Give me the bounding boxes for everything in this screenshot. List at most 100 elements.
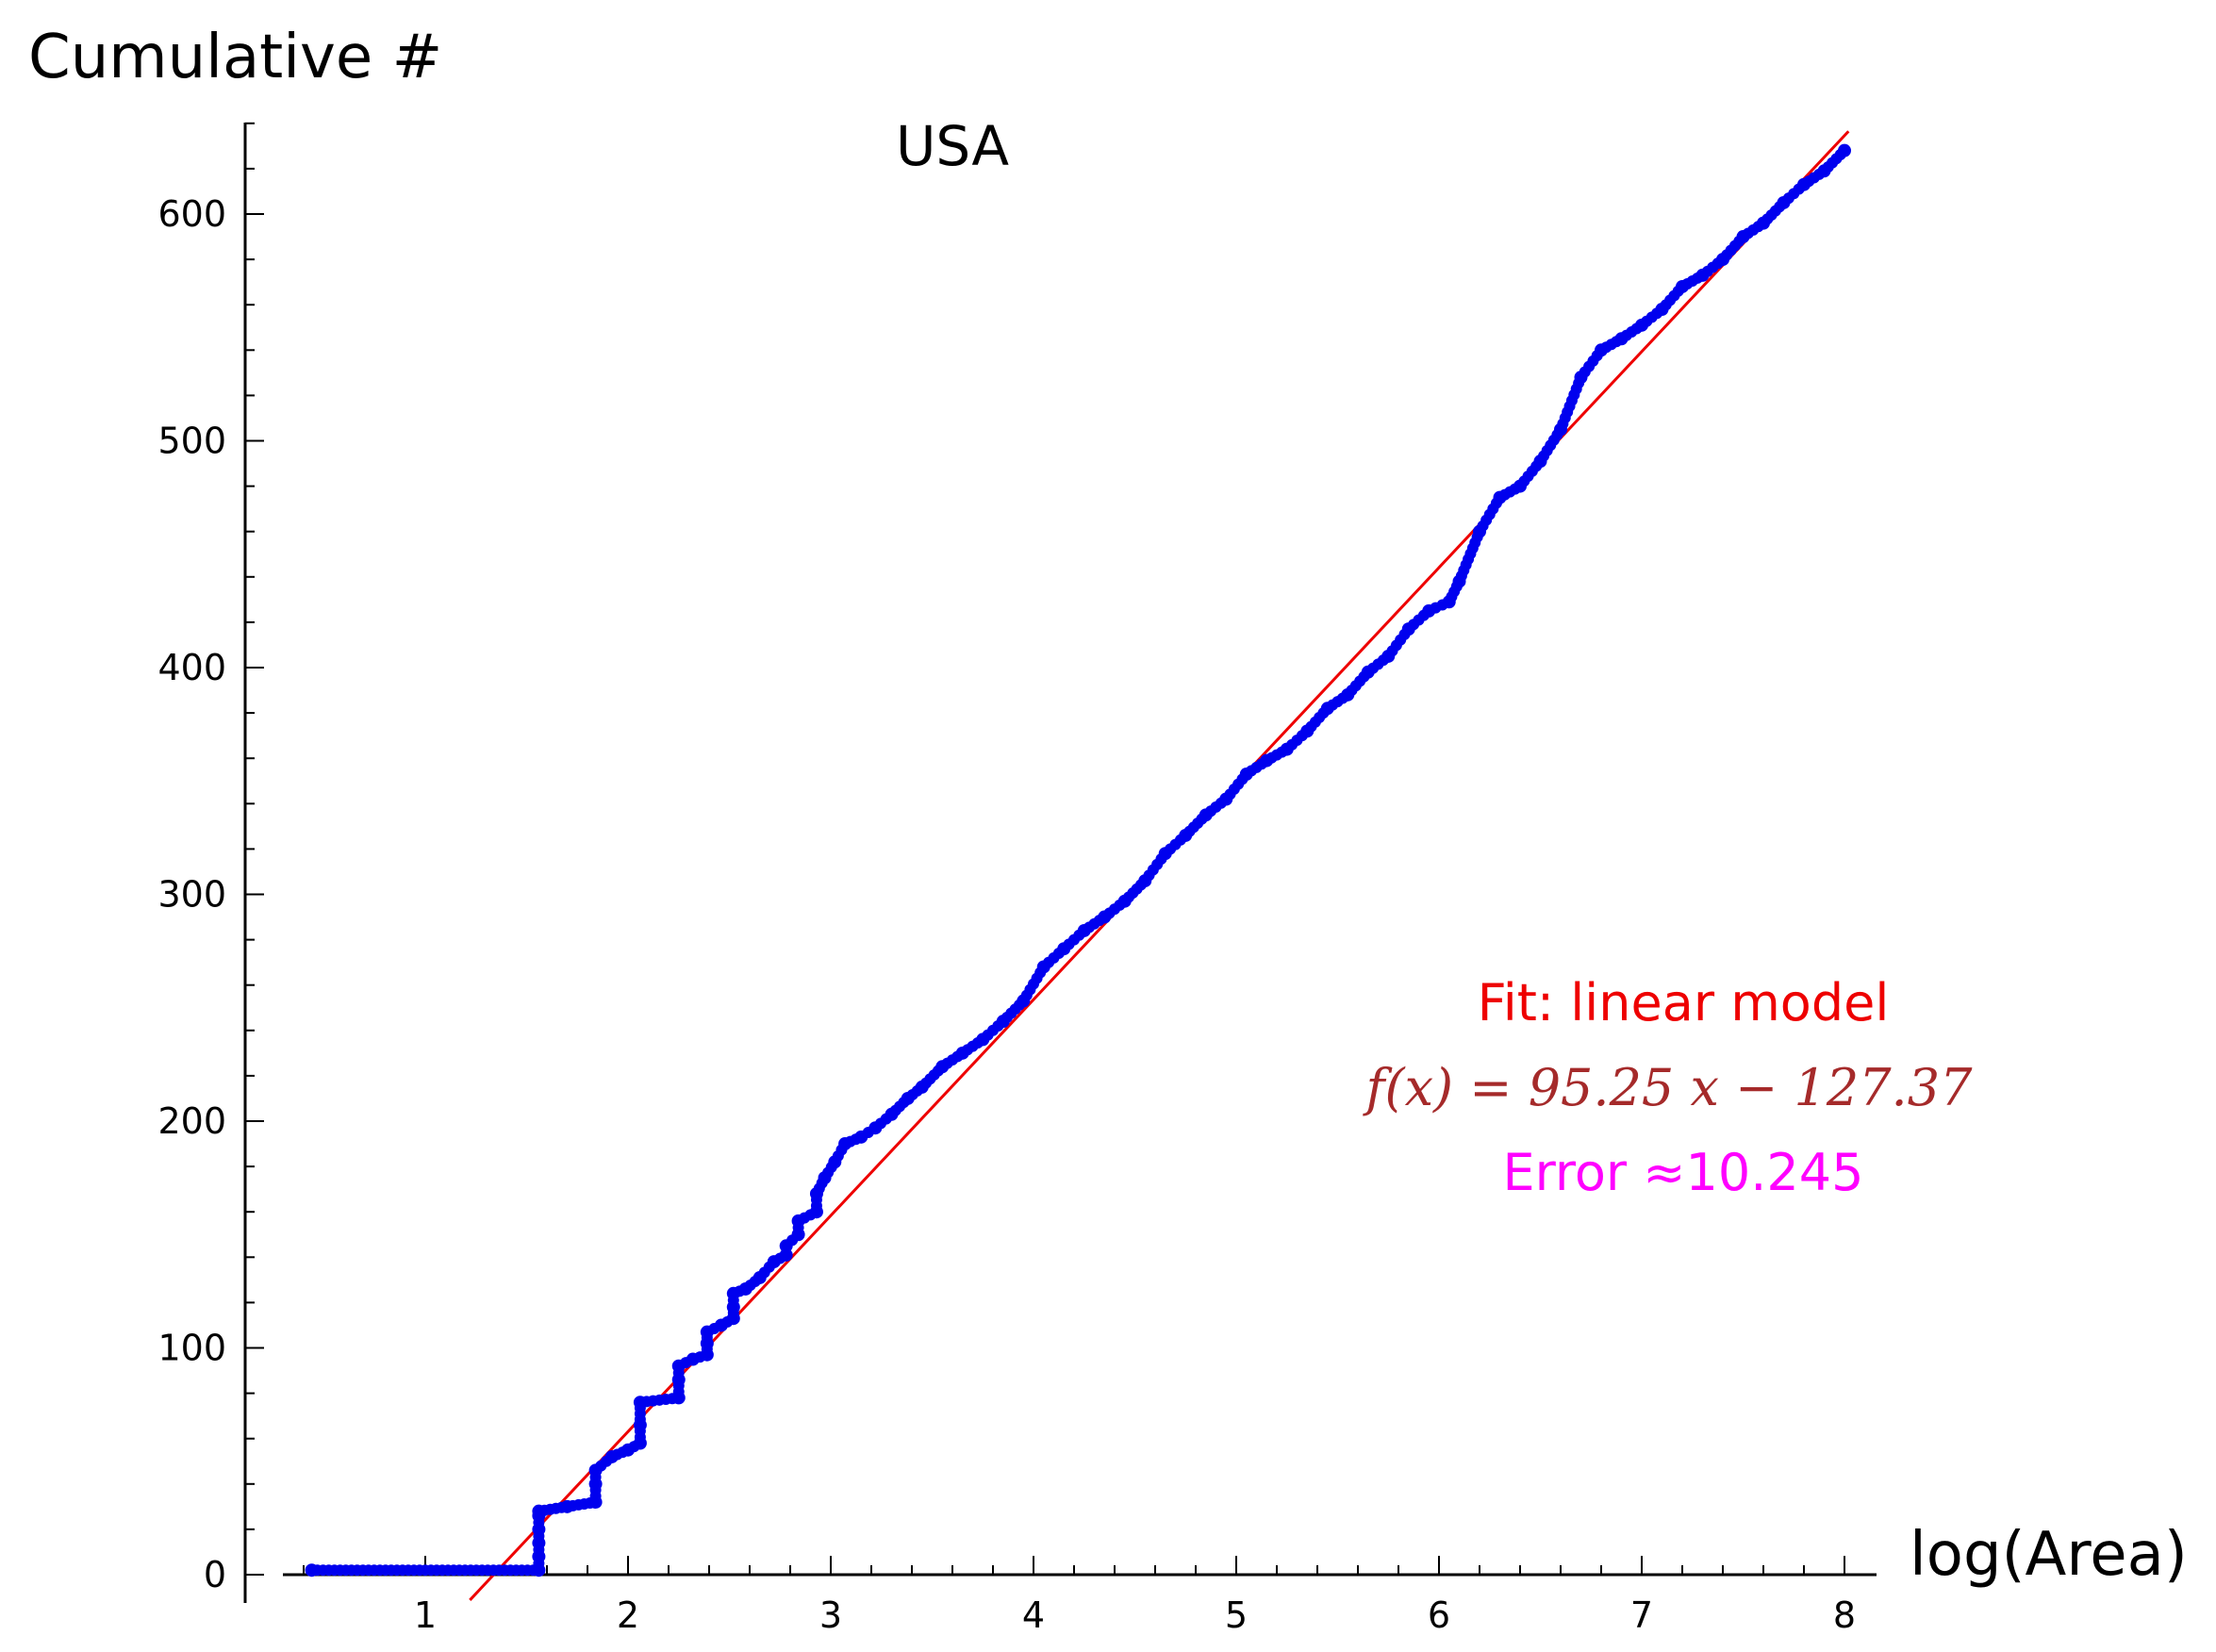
data-point xyxy=(708,1323,720,1335)
y-tick-label: 200 xyxy=(157,1100,226,1142)
data-point xyxy=(727,1307,739,1319)
y-tick-label: 100 xyxy=(157,1328,226,1369)
fit-annotations: Fit: linear model f(x) = 95.25 x − 127.3… xyxy=(1363,973,1974,1202)
data-point xyxy=(1174,834,1186,846)
y-ticks: 0 100 200 300 400 500 600 xyxy=(157,122,264,1595)
data-point xyxy=(850,1133,862,1146)
data-point xyxy=(786,1234,799,1247)
data-point xyxy=(634,1425,646,1437)
data-point xyxy=(1692,272,1704,284)
data-point xyxy=(1093,915,1105,927)
data-point xyxy=(701,1331,713,1344)
axes xyxy=(243,123,1877,1603)
y-tick-label: 500 xyxy=(157,421,226,462)
data-point xyxy=(804,1209,817,1221)
x-axis-label: log(Area) xyxy=(1910,1520,2188,1590)
data-point xyxy=(1651,307,1663,320)
data-point xyxy=(1134,879,1147,891)
data-point xyxy=(1774,201,1786,213)
data-point xyxy=(835,1144,848,1156)
fit-label: Fit: linear model xyxy=(1478,973,1890,1032)
data-point xyxy=(880,1113,892,1125)
data-point xyxy=(1530,460,1543,472)
data-point xyxy=(672,1379,685,1392)
fit-formula: f(x) = 95.25 x − 127.37 xyxy=(1363,1058,1974,1117)
data-point xyxy=(1398,628,1411,640)
data-point xyxy=(1573,377,1585,389)
data-point xyxy=(1813,168,1826,180)
data-point xyxy=(971,1037,984,1049)
data-point xyxy=(1155,852,1167,865)
data-point xyxy=(951,1050,964,1063)
data-point xyxy=(694,1351,706,1363)
data-point xyxy=(721,1315,734,1328)
chart-title: USA xyxy=(896,114,1009,178)
data-point xyxy=(589,1484,602,1496)
data-point xyxy=(727,1294,739,1306)
data-point xyxy=(1611,336,1623,348)
y-tick-label: 400 xyxy=(157,647,226,688)
data-point xyxy=(1276,746,1288,758)
data-point xyxy=(774,1252,786,1264)
data-point xyxy=(763,1261,775,1273)
data-point xyxy=(628,1441,640,1453)
y-tick-label: 0 xyxy=(204,1554,226,1595)
data-point xyxy=(1034,966,1047,979)
data-point xyxy=(1215,797,1227,809)
x-tick-label: 2 xyxy=(617,1594,639,1636)
data-point xyxy=(1236,773,1249,785)
data-point xyxy=(1551,429,1563,441)
data-point xyxy=(701,1343,713,1355)
data-point xyxy=(992,1019,1004,1032)
data-point xyxy=(533,1544,545,1556)
x-tick-label: 6 xyxy=(1428,1594,1450,1636)
x-tick-label: 5 xyxy=(1225,1594,1248,1636)
data-point xyxy=(810,1194,822,1206)
data-point xyxy=(1752,221,1764,233)
data-point xyxy=(911,1084,923,1097)
fit-error: Error ≈10.245 xyxy=(1503,1143,1864,1202)
data-point xyxy=(533,1516,545,1528)
data-point xyxy=(1052,948,1065,960)
data-point xyxy=(1672,285,1684,297)
data-point xyxy=(932,1065,944,1077)
y-axis-label: Cumulative # xyxy=(28,23,442,92)
x-tick-label: 1 xyxy=(414,1594,437,1636)
data-point xyxy=(898,1097,910,1109)
data-point xyxy=(680,1357,692,1369)
data-point xyxy=(1591,350,1603,362)
data-point xyxy=(825,1161,837,1173)
data-point xyxy=(1450,581,1463,593)
data-point xyxy=(1471,531,1483,543)
data-point xyxy=(533,1530,545,1543)
data-point xyxy=(589,1471,602,1483)
data-point xyxy=(1196,813,1208,825)
data-point xyxy=(1336,692,1348,704)
data-point xyxy=(1114,899,1126,911)
data-point xyxy=(1712,257,1724,270)
data-point xyxy=(816,1177,828,1189)
data-points xyxy=(305,143,1851,1578)
x-tick-label: 3 xyxy=(819,1594,842,1636)
data-point xyxy=(1436,599,1448,611)
data-point xyxy=(672,1366,685,1379)
data-point xyxy=(601,1455,613,1467)
data-point xyxy=(1733,235,1745,247)
x-tick-label: 7 xyxy=(1630,1594,1653,1636)
data-point xyxy=(1013,999,1025,1011)
data-point xyxy=(1255,758,1267,770)
data-point xyxy=(1417,609,1430,621)
data-point xyxy=(749,1275,761,1287)
data-point xyxy=(1834,148,1846,160)
data-point xyxy=(1509,483,1521,495)
data-point xyxy=(555,1501,568,1513)
x-tick-label: 4 xyxy=(1022,1594,1045,1636)
data-point xyxy=(617,1446,629,1459)
data-point xyxy=(1490,497,1502,509)
data-point xyxy=(862,1127,874,1139)
data-point xyxy=(1296,730,1308,742)
x-tick-label: 8 xyxy=(1833,1594,1856,1636)
data-point xyxy=(1793,183,1805,195)
y-tick-label: 300 xyxy=(157,874,226,916)
